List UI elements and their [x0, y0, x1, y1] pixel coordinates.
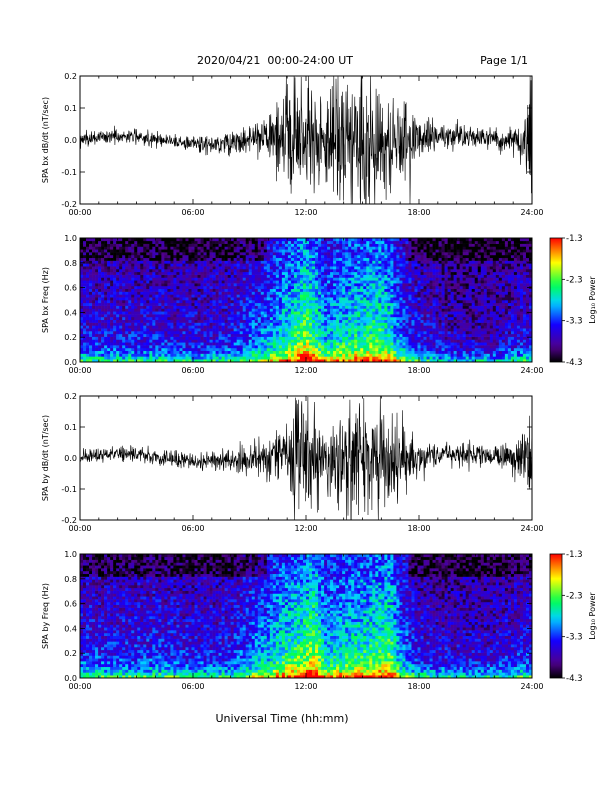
- colorbar: -1.3 -2.3 -3.3 -4.3 Log₁₀ Power: [549, 234, 597, 368]
- x-tick-label: 12:00: [294, 208, 317, 217]
- colorbar-label: Log₁₀ Power: [588, 592, 597, 640]
- y-tick-label: 0.4: [64, 624, 77, 633]
- x-tick-label: 12:00: [294, 682, 317, 691]
- y-tick-label: 0.0: [64, 136, 77, 145]
- colorbar: -1.3 -2.3 -3.3 -4.3 Log₁₀ Power: [549, 550, 597, 684]
- series-trace: [79, 395, 533, 521]
- x-tick-label: 24:00: [520, 524, 543, 533]
- y-tick-label: 0.4: [64, 308, 77, 317]
- x-tick-label: 24:00: [520, 682, 543, 691]
- panel-1: 00:00 06:00 12:00 18:00 24:00 -0.2 -0.1 0.0 0.1 0…: [41, 72, 544, 217]
- y-tick-label: 0.2: [64, 392, 77, 401]
- y-tick-label: 0.2: [64, 333, 77, 342]
- y-axis-title: SPA bx Freq (Hz): [41, 267, 50, 333]
- x-tick-label: 24:00: [520, 208, 543, 217]
- y-tick-label: 0.6: [64, 284, 77, 293]
- y-tick-label: -0.1: [61, 485, 77, 494]
- spectrogram: [80, 238, 533, 363]
- colorbar-label: Log₁₀ Power: [588, 276, 597, 324]
- y-axis-title: SPA bx dB/dt (nT/sec): [41, 97, 50, 183]
- x-tick-label: 00:00: [68, 682, 91, 691]
- x-tick-label: 00:00: [68, 366, 91, 375]
- colorbar-tick-label: -3.3: [566, 633, 583, 643]
- x-tick-label: 06:00: [181, 682, 204, 691]
- y-tick-label: 1.0: [64, 550, 77, 559]
- x-tick-label: 18:00: [407, 366, 430, 375]
- y-tick-label: 0.1: [64, 104, 77, 113]
- y-tick-label: 0.8: [64, 259, 77, 268]
- panel-4: -1.3 -2.3 -3.3 -4.3 Log₁₀ Power 00:00 06:00 12:…: [41, 550, 597, 691]
- page-number: Page 1/1: [480, 54, 528, 67]
- y-tick-label: -0.1: [61, 168, 77, 177]
- series-trace: [79, 75, 533, 205]
- date-range-title: 2020/04/21 00:00-24:00 UT: [197, 54, 353, 67]
- x-axis-title: Universal Time (hh:mm): [216, 712, 349, 725]
- x-tick-label: 18:00: [407, 208, 430, 217]
- y-tick-label: 0.2: [64, 649, 77, 658]
- x-tick-label: 24:00: [520, 366, 543, 375]
- colorbar-tick-label: -3.3: [566, 317, 583, 327]
- y-axis-title: SPA by Freq (Hz): [41, 583, 50, 649]
- y-tick-label: 0.0: [64, 674, 77, 683]
- x-tick-label: 12:00: [294, 366, 317, 375]
- y-tick-label: 0.6: [64, 600, 77, 609]
- y-tick-label: -0.2: [61, 516, 77, 525]
- colorbar-tick-label: -1.3: [566, 550, 583, 560]
- x-tick-label: 06:00: [181, 524, 204, 533]
- y-tick-label: 0.0: [64, 358, 77, 367]
- x-tick-label: 06:00: [181, 208, 204, 217]
- y-axis-title: SPA by dB/dt (nT/sec): [41, 415, 50, 501]
- x-tick-label: 00:00: [68, 524, 91, 533]
- y-tick-label: -0.2: [61, 200, 77, 209]
- colorbar-tick-label: -4.3: [566, 674, 583, 684]
- panel-3: 00:00 06:00 12:00 18:00 24:00 -0.2 -0.1 0.0 0.1 0…: [41, 392, 544, 533]
- x-tick-label: 12:00: [294, 524, 317, 533]
- y-tick-label: 1.0: [64, 234, 77, 243]
- x-tick-label: 06:00: [181, 366, 204, 375]
- y-tick-label: 0.2: [64, 72, 77, 81]
- y-tick-label: 0.0: [64, 454, 77, 463]
- y-tick-label: 0.8: [64, 575, 77, 584]
- spectrogram: [80, 554, 533, 679]
- colorbar-tick-label: -1.3: [566, 234, 583, 244]
- x-tick-label: 00:00: [68, 208, 91, 217]
- panels: 00:00 06:00 12:00 18:00 24:00 -0.2 -0.1 0.0 0.1 0…: [41, 72, 597, 691]
- colorbar-tick-label: -2.3: [566, 275, 583, 285]
- x-tick-label: 18:00: [407, 524, 430, 533]
- x-tick-label: 18:00: [407, 682, 430, 691]
- panel-2: -1.3 -2.3 -3.3 -4.3 Log₁₀ Power 00:00 06:00 12:…: [41, 234, 597, 375]
- y-tick-label: 0.1: [64, 423, 77, 432]
- colorbar-tick-label: -2.3: [566, 591, 583, 601]
- colorbar-tick-label: -4.3: [566, 358, 583, 368]
